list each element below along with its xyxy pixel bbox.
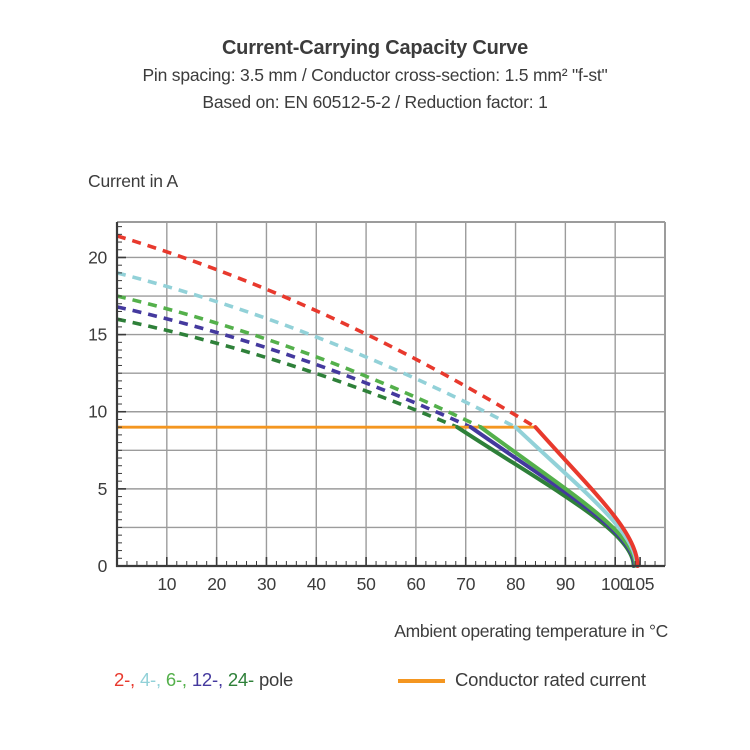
x-tick-label: 50 <box>357 574 376 594</box>
y-axis-title: Current in A <box>88 171 179 191</box>
legend-pole-item: 4-, <box>139 669 166 690</box>
chart-title: Current-Carrying Capacity Curve <box>221 37 529 59</box>
x-tick-label: 105 <box>626 574 654 594</box>
derating-curve-2-pole <box>116 234 537 429</box>
y-tick-label: 15 <box>88 325 107 345</box>
legend-pole-item: 12-, <box>191 669 228 690</box>
legend-pole-item: 6-, <box>165 669 192 690</box>
y-tick-label: 5 <box>98 479 107 499</box>
title-block: Current-Carrying Capacity Curve Pin spac… <box>0 34 750 116</box>
x-tick-label: 40 <box>307 574 326 594</box>
chart-subtitle-basis: Based on: EN 60512-5-2 / Reduction facto… <box>202 92 548 112</box>
x-tick-label: 60 <box>406 574 425 594</box>
y-tick-label: 10 <box>88 402 107 422</box>
x-tick-label: 10 <box>157 574 176 594</box>
rated-current-line-swatch <box>398 679 445 683</box>
derating-curve-4-pole <box>116 271 517 429</box>
x-tick-label: 30 <box>257 574 276 594</box>
y-tick-label: 20 <box>88 247 107 267</box>
capacity-curve-24-pole <box>455 425 636 568</box>
x-tick-label: 20 <box>207 574 226 594</box>
derating-curve-12-pole <box>116 305 472 429</box>
y-tick-label: 0 <box>98 556 108 576</box>
legend-pole-item: 2-, <box>114 669 140 690</box>
x-tick-label: 100 <box>601 574 630 594</box>
x-tick-label: 90 <box>556 574 575 594</box>
derating-curve-6-pole <box>116 294 482 429</box>
legend-pole-suffix: pole <box>258 669 294 690</box>
x-tick-label: 80 <box>506 574 525 594</box>
rated-current-label: Conductor rated current <box>455 669 646 690</box>
legend-poles: 2-, 4-, 6-, 12-, 24- pole <box>114 669 293 691</box>
x-tick-label: 70 <box>456 574 475 594</box>
x-axis-title: Ambient operating temperature in °C <box>394 621 668 641</box>
capacity-curve-2-pole <box>533 425 640 568</box>
legend-rated: Conductor rated current <box>398 669 646 691</box>
legend-pole-item: 24- <box>227 669 259 690</box>
chart-subtitle-spec: Pin spacing: 3.5 mm / Conductor cross-se… <box>142 65 608 85</box>
derating-curve-24-pole <box>116 317 458 429</box>
